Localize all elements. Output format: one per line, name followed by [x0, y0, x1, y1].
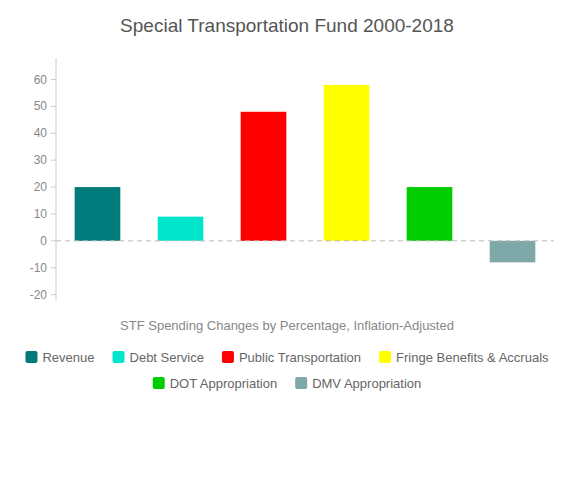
y-tick	[51, 294, 56, 295]
title: Special Transportation Fund 2000-2018	[120, 15, 454, 36]
legend-swatch	[25, 351, 37, 363]
legend-label: DMV Appropriation	[312, 376, 421, 391]
legend-label: Fringe Benefits & Accruals	[396, 350, 549, 365]
y-tick	[51, 187, 56, 188]
y-tick	[51, 240, 56, 241]
legend-swatch	[222, 351, 234, 363]
legend-item: DOT Appropriation	[153, 376, 277, 391]
legend-item: DMV Appropriation	[295, 376, 421, 391]
legend-label: Debt Service	[130, 350, 204, 365]
y-tick-label: 50	[34, 99, 48, 113]
legend-item: Debt Service	[113, 350, 204, 365]
y-tick-label: 0	[40, 234, 47, 248]
legend-label: Revenue	[42, 350, 94, 365]
y-axis-line	[56, 58, 57, 300]
y-tick-label: 10	[34, 207, 48, 221]
y-tick	[51, 267, 56, 268]
legend-swatch	[153, 377, 165, 389]
subtitle: STF Spending Changes by Percentage, Infl…	[120, 318, 454, 333]
y-tick-label: 40	[34, 126, 48, 140]
y-tick-label: 30	[34, 153, 48, 167]
legend-label: Public Transportation	[239, 350, 361, 365]
bar	[158, 217, 204, 241]
y-tick	[51, 106, 56, 107]
y-tick	[51, 160, 56, 161]
y-tick	[51, 213, 56, 214]
legend: Revenue Debt Service Public Transportation…	[25, 350, 549, 391]
y-tick-label: 20	[34, 180, 48, 194]
bar	[75, 187, 121, 241]
legend-item: Public Transportation	[222, 350, 361, 365]
bar	[490, 241, 536, 263]
legend-item: Fringe Benefits & Accruals	[379, 350, 549, 365]
legend-item: Revenue	[25, 350, 94, 365]
bars	[75, 85, 536, 262]
legend-label: DOT Appropriation	[170, 376, 277, 391]
y-tick-label: -10	[30, 261, 48, 275]
y-tick	[51, 133, 56, 134]
chart-container: Special Transportation Fund 2000-2018 -20…	[0, 0, 574, 497]
bar	[324, 85, 370, 241]
y-tick-label: -20	[30, 288, 48, 302]
legend-swatch	[295, 377, 307, 389]
bar	[241, 112, 287, 241]
legend-swatch	[113, 351, 125, 363]
y-tick-label: 60	[34, 73, 48, 87]
zero-line	[56, 240, 554, 241]
legend-swatch	[379, 351, 391, 363]
bar	[407, 187, 453, 241]
y-tick	[51, 79, 56, 80]
chart-svg: Special Transportation Fund 2000-2018 -20…	[0, 0, 574, 497]
